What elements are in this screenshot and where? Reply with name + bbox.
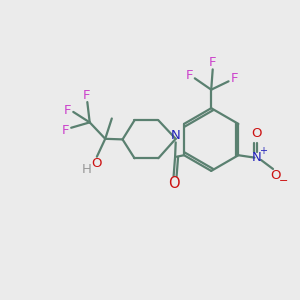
Text: F: F [64, 103, 71, 117]
Text: O: O [91, 158, 101, 170]
Text: +: + [260, 146, 268, 156]
Text: F: F [209, 56, 217, 69]
Text: F: F [61, 124, 69, 137]
Text: −: − [278, 176, 288, 186]
Text: H: H [82, 163, 92, 176]
Text: O: O [168, 176, 179, 191]
Text: F: F [231, 72, 238, 86]
Text: F: F [83, 89, 91, 102]
Text: N: N [252, 151, 262, 164]
Text: N: N [171, 129, 181, 142]
Text: F: F [186, 69, 193, 82]
Text: O: O [252, 127, 262, 140]
Text: O: O [271, 169, 281, 182]
